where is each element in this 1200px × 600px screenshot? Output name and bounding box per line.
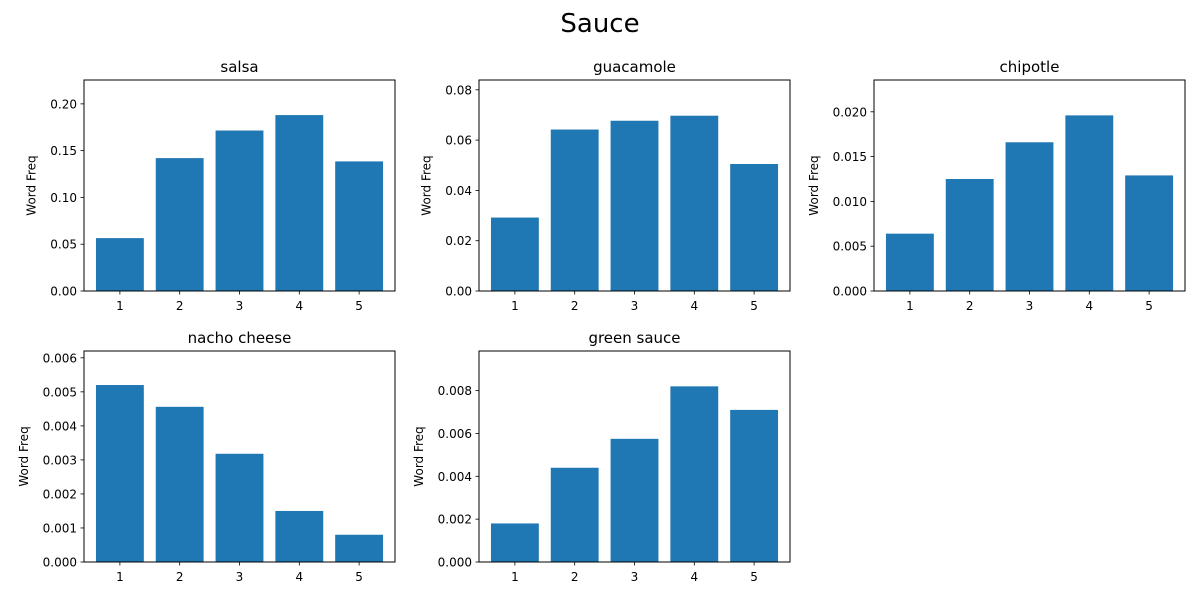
x-tick-label: 3 — [1026, 299, 1034, 313]
subplot-1: 1 2 3 4 5 0.00 0.02 0.04 0.06 0.08 guacamole Word F… — [420, 58, 791, 313]
subplot-title: nacho cheese — [188, 329, 292, 347]
x-tick-label: 4 — [690, 570, 698, 584]
subplot-title: green sauce — [588, 329, 680, 347]
bar-3 — [1005, 142, 1054, 291]
x-tick-label: 2 — [571, 570, 579, 584]
y-tick-label: 0.04 — [445, 184, 472, 198]
y-tick-label: 0.15 — [50, 144, 77, 158]
subplot-2: 1 2 3 4 5 0.000 0.005 0.010 0.015 0.020 chipotle Wo… — [807, 58, 1186, 313]
y-tick-label: 0.20 — [50, 97, 77, 111]
y-tick-label: 0.000 — [438, 556, 472, 570]
bar-5 — [335, 534, 384, 562]
x-tick-label: 2 — [571, 299, 579, 313]
bar-5 — [730, 409, 779, 562]
x-tick-label: 5 — [750, 299, 758, 313]
bar-2 — [550, 129, 599, 291]
subplot-4: 1 2 3 4 5 0.000 0.002 0.004 0.006 0.008 green sauc… — [412, 329, 791, 584]
y-tick-label: 0.005 — [833, 240, 867, 254]
y-tick-label: 0.003 — [43, 453, 77, 467]
bar-4 — [275, 115, 324, 291]
subplot-3: 1 2 3 4 5 0.000 0.001 0.002 0.003 0.004 0.005 0.006… — [17, 329, 396, 584]
x-tick-label: 3 — [631, 570, 639, 584]
y-tick-label: 0.005 — [43, 385, 77, 399]
subplot-title: chipotle — [1000, 58, 1060, 76]
y-tick-label: 0.001 — [43, 521, 77, 535]
subplot-title: guacamole — [593, 58, 676, 76]
y-tick-label: 0.002 — [43, 487, 77, 501]
y-tick-label: 0.004 — [438, 470, 472, 484]
y-axis-label: Word Freq — [807, 155, 821, 215]
bar-1 — [95, 238, 144, 291]
y-tick-label: 0.020 — [833, 105, 867, 119]
x-tick-label: 2 — [176, 570, 184, 584]
x-tick-label: 4 — [295, 570, 303, 584]
y-tick-label: 0.004 — [43, 419, 77, 433]
y-tick-label: 0.05 — [50, 238, 77, 252]
bar-5 — [730, 164, 779, 291]
x-tick-label: 1 — [116, 299, 124, 313]
bar-1 — [95, 385, 144, 562]
x-tick-label: 4 — [295, 299, 303, 313]
y-axis-label: Word Freq — [412, 426, 426, 486]
bar-5 — [1125, 175, 1174, 291]
x-tick-label: 3 — [631, 299, 639, 313]
y-axis-label: Word Freq — [25, 155, 39, 215]
y-tick-label: 0.000 — [43, 556, 77, 570]
bar-4 — [670, 115, 719, 292]
y-tick-label: 0.002 — [438, 513, 472, 527]
y-axis-label: Word Freq — [420, 155, 434, 215]
y-tick-label: 0.08 — [445, 83, 472, 97]
bar-2 — [550, 467, 599, 562]
x-tick-label: 1 — [511, 570, 519, 584]
x-tick-label: 4 — [690, 299, 698, 313]
x-tick-label: 2 — [176, 299, 184, 313]
bar-3 — [215, 130, 264, 291]
x-tick-label: 5 — [355, 570, 363, 584]
x-tick-label: 4 — [1085, 299, 1093, 313]
figure-title: Sauce — [560, 9, 640, 39]
x-tick-label: 5 — [1145, 299, 1153, 313]
bar-4 — [670, 386, 719, 562]
bar-4 — [275, 510, 324, 562]
y-tick-label: 0.010 — [833, 195, 867, 209]
x-tick-label: 1 — [511, 299, 519, 313]
bar-3 — [610, 120, 659, 292]
y-tick-label: 0.00 — [50, 285, 77, 299]
x-tick-label: 1 — [906, 299, 914, 313]
x-tick-label: 3 — [236, 570, 244, 584]
y-tick-label: 0.006 — [438, 427, 472, 441]
y-tick-label: 0.006 — [43, 351, 77, 365]
x-tick-label: 2 — [966, 299, 974, 313]
bar-4 — [1065, 115, 1114, 291]
y-tick-label: 0.008 — [438, 384, 472, 398]
x-tick-label: 1 — [116, 570, 124, 584]
bar-3 — [215, 453, 264, 562]
subplot-0: 1 2 3 4 5 0.00 0.05 0.10 0.15 0.20 salsa Word Freq — [25, 58, 396, 313]
y-tick-label: 0.10 — [50, 191, 77, 205]
bar-5 — [335, 161, 384, 291]
bar-2 — [945, 179, 994, 291]
bar-2 — [155, 158, 204, 291]
y-tick-label: 0.015 — [833, 150, 867, 164]
y-tick-label: 0.000 — [833, 285, 867, 299]
bar-1 — [490, 217, 539, 291]
y-tick-label: 0.00 — [445, 285, 472, 299]
bar-1 — [490, 523, 539, 562]
y-tick-label: 0.02 — [445, 234, 472, 248]
x-tick-label: 5 — [355, 299, 363, 313]
bar-2 — [155, 406, 204, 562]
y-axis-label: Word Freq — [17, 426, 31, 486]
subplot-title: salsa — [220, 58, 258, 76]
bar-1 — [885, 233, 934, 291]
x-tick-label: 5 — [750, 570, 758, 584]
y-tick-label: 0.06 — [445, 134, 472, 148]
bar-3 — [610, 438, 659, 562]
x-tick-label: 3 — [236, 299, 244, 313]
